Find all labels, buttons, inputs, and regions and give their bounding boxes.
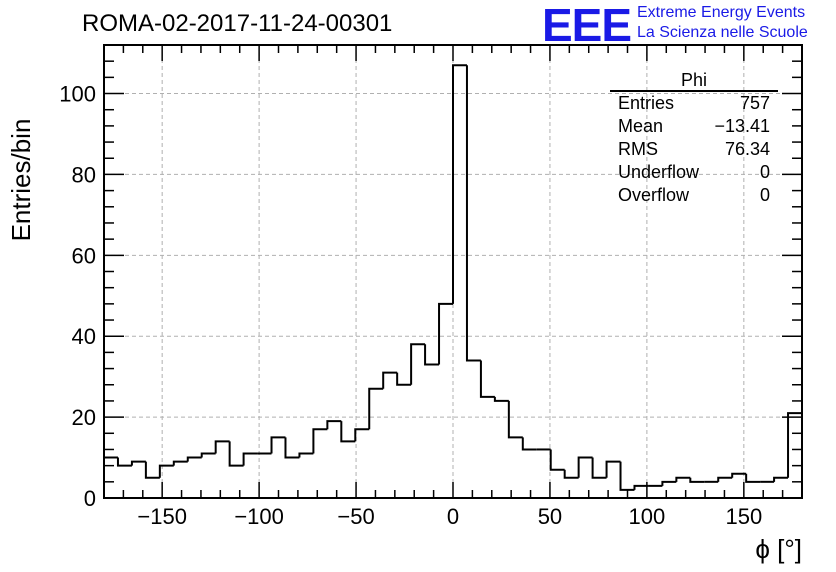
y-tick-label: 20 <box>72 405 96 430</box>
y-tick-label: 80 <box>72 162 96 187</box>
histogram-bin <box>103 456 118 498</box>
histogram-bin <box>186 456 202 462</box>
stats-box: Phi Entries 757 Mean −13.41 RMS 76.34 Un… <box>610 70 778 207</box>
x-tick-label: −100 <box>234 504 284 529</box>
histogram-bin <box>773 476 789 482</box>
x-tick-label: 50 <box>538 504 562 529</box>
x-tick-labels: −150 −100 −50 0 50 100 150 <box>137 504 762 529</box>
stats-value: 0 <box>759 162 770 182</box>
stats-row-overflow: Overflow 0 <box>610 184 778 207</box>
y-tick-labels: 0 20 40 60 80 100 <box>59 82 96 511</box>
stats-label: Entries <box>618 93 675 113</box>
stats-value: 76.34 <box>724 139 770 159</box>
stats-label: Underflow <box>618 162 700 182</box>
histogram-bin <box>507 400 523 439</box>
histogram-bin <box>298 452 314 458</box>
histogram-bin <box>661 480 677 486</box>
histogram-bin <box>619 461 635 491</box>
logo-line-1: Extreme Energy Events <box>637 4 806 21</box>
histogram-bin <box>577 456 593 478</box>
histogram-bin <box>563 469 579 479</box>
x-tick-label: 150 <box>725 504 762 529</box>
histogram-bin <box>787 412 803 498</box>
logo-line-2: La Scienza nelle Scuole <box>637 24 808 41</box>
histogram-bin <box>144 461 160 479</box>
stats-row-rms: RMS 76.34 <box>610 138 778 161</box>
y-axis-label: Entries/bin <box>6 119 36 242</box>
histogram-bin <box>172 460 188 466</box>
y-tick-label: 100 <box>59 82 96 107</box>
histogram-bin <box>465 65 481 362</box>
histogram-bin <box>410 343 426 385</box>
axis-ticks <box>103 44 803 499</box>
histogram-bin <box>479 360 495 398</box>
eee-logo: EEE <box>542 0 632 51</box>
histogram-bin <box>368 387 384 430</box>
y-tick-label: 40 <box>72 324 96 349</box>
histogram-bars <box>103 64 803 498</box>
histogram-bin <box>689 477 705 483</box>
histogram-bin <box>549 449 565 471</box>
histogram-bin <box>158 464 174 478</box>
x-tick-label: −50 <box>337 504 374 529</box>
histogram-bin <box>242 452 258 466</box>
histogram-bin <box>438 302 453 365</box>
stats-value: −13.41 <box>714 116 770 136</box>
histogram-bin <box>214 440 230 454</box>
histogram-bin <box>312 428 328 454</box>
histogram-bin <box>424 344 440 366</box>
histogram-bin <box>745 473 761 483</box>
chart-title: ROMA-02-2017-11-24-00301 <box>82 10 393 37</box>
stats-label: RMS <box>618 139 658 159</box>
histogram-bin <box>717 476 733 482</box>
histogram-bin <box>326 420 342 430</box>
logo-text: Extreme Energy Events La Scienza nelle S… <box>637 3 808 43</box>
histogram-bin <box>675 476 691 482</box>
histogram-bin <box>270 436 286 454</box>
histogram-bin <box>284 437 300 459</box>
stats-value: 757 <box>739 93 770 113</box>
histogram-bin <box>228 441 244 467</box>
histogram-bin <box>605 460 621 478</box>
histogram-bin <box>452 64 467 304</box>
histogram-bin <box>493 396 509 402</box>
histogram-bin <box>521 437 537 451</box>
y-tick-label: 60 <box>72 243 96 268</box>
histogram-bin <box>116 457 132 467</box>
stats-row-entries: Entries 757 <box>610 92 778 115</box>
x-tick-label: −150 <box>137 504 187 529</box>
stats-value: 0 <box>759 185 770 205</box>
histogram-bin <box>200 452 216 458</box>
stats-box-title: Phi <box>610 70 778 92</box>
stats-row-mean: Mean −13.41 <box>610 115 778 138</box>
x-tick-label: 100 <box>629 504 666 529</box>
histogram-bin <box>633 484 649 490</box>
histogram-bin <box>354 428 370 442</box>
histogram-bin <box>396 372 412 386</box>
histogram-bin <box>130 460 146 466</box>
stats-row-underflow: Underflow 0 <box>610 161 778 184</box>
x-tick-label: 0 <box>447 504 459 529</box>
histogram-bin <box>591 457 607 479</box>
histogram-bin <box>382 371 398 389</box>
y-tick-label: 0 <box>84 486 96 511</box>
histogram-bin <box>731 472 747 478</box>
histogram-bin <box>340 421 356 443</box>
x-axis-label: ϕ [°] <box>755 534 802 564</box>
stats-label: Mean <box>618 116 664 136</box>
stats-label: Overflow <box>618 185 690 205</box>
